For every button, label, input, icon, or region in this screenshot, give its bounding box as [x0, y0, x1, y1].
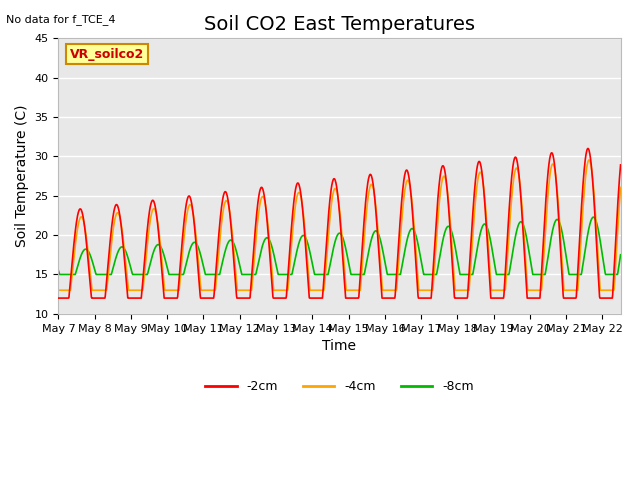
Legend: -2cm, -4cm, -8cm: -2cm, -4cm, -8cm [200, 375, 479, 398]
Text: VR_soilco2: VR_soilco2 [70, 48, 144, 60]
Title: Soil CO2 East Temperatures: Soil CO2 East Temperatures [204, 15, 475, 34]
X-axis label: Time: Time [323, 339, 356, 353]
Text: No data for f_TCE_4: No data for f_TCE_4 [6, 14, 116, 25]
Y-axis label: Soil Temperature (C): Soil Temperature (C) [15, 105, 29, 247]
